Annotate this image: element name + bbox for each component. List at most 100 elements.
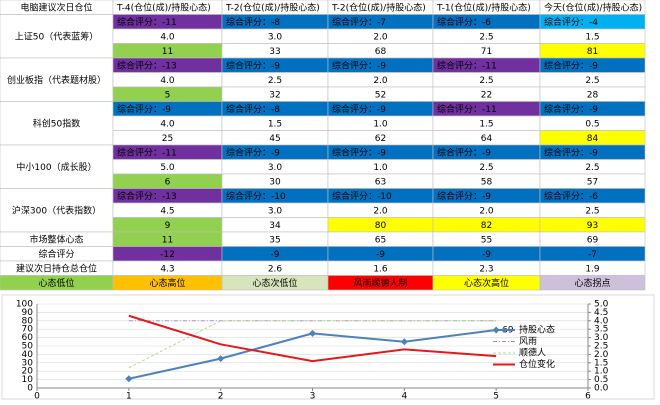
position-cell: 2.5 (585, 76, 599, 86)
mood-cell: 93 (587, 221, 598, 231)
x-tick-label: 0 (34, 392, 40, 402)
mood-cell: 71 (481, 47, 492, 57)
position-cell: 2.5 (585, 163, 599, 173)
cell (0, 57, 114, 102)
score-cell: 综合评分：-9 (437, 146, 491, 158)
point-marker (125, 375, 133, 383)
summary-cell: 35 (269, 235, 280, 245)
point-marker (309, 329, 316, 337)
position-cell: 4.0 (160, 32, 175, 42)
legend-label: 顺德人 (519, 347, 546, 359)
mood-cell: 82 (481, 221, 492, 231)
x-tick-label: 2 (218, 392, 224, 402)
mood-cell: 64 (481, 134, 493, 144)
x-tick-label: 5 (493, 392, 499, 402)
y2-tick-label: 4.5 (594, 308, 608, 318)
y2-tick-label: 0.0 (594, 384, 609, 394)
point-marker (217, 355, 225, 363)
row-label: 上证50（代表蓝筹） (15, 30, 98, 42)
y-tick-label: 50 (22, 342, 34, 352)
y-tick-label: 10 (22, 375, 34, 385)
score-cell: 综合评分：-6 (437, 16, 491, 28)
legend-marker (501, 327, 507, 333)
y-tick-label: 90 (22, 308, 34, 318)
cell (539, 275, 646, 291)
position-cell: 1.5 (585, 32, 599, 42)
summary-cell: 1.9 (585, 264, 600, 274)
row-label: 中小100（成长股） (16, 161, 96, 173)
position-cell: 1.5 (479, 119, 493, 129)
mood-cell: 30 (269, 177, 281, 187)
score-cell: 综合评分：-8 (226, 103, 280, 115)
score-cell: 综合评分：-11 (117, 16, 177, 28)
cell (0, 144, 114, 189)
header-cell: 电脑建议次日仓位 (20, 1, 92, 13)
position-cell: 3.0 (268, 32, 283, 42)
position-cell: 4.0 (160, 119, 175, 129)
summary-cell: 4.3 (160, 264, 174, 274)
row-label: 科创50指数 (33, 117, 80, 129)
header-cell: T-2(仓位(成)/持股心态) (225, 1, 320, 13)
score-cell: 综合评分：-11 (437, 103, 497, 115)
summary-cell: 69 (587, 235, 599, 245)
legend-label: 仓位变化 (519, 358, 555, 370)
y2-tick-label: 3.5 (594, 325, 608, 335)
summary-cell: -9 (482, 250, 491, 260)
header-cell: 今天(仓位(成)/持股心态) (544, 1, 642, 13)
chart-area (1, 294, 655, 400)
footer-cell: 风雨顺德人制 (353, 277, 407, 289)
position-cell: 2.5 (479, 76, 493, 86)
mood-cell: 62 (375, 134, 386, 144)
score-cell: 综合评分：-9 (117, 103, 171, 115)
mood-cell: 34 (269, 221, 281, 231)
mood-cell: 28 (587, 90, 599, 100)
row-label: 建议次日持仓总仓位 (16, 262, 97, 274)
position-cell: 1.5 (268, 119, 282, 129)
score-cell: 综合评分：-7 (332, 16, 386, 28)
y2-tick-label: 4.0 (594, 316, 609, 326)
position-cell: 4.5 (160, 206, 174, 216)
summary-cell: 2.6 (268, 264, 283, 274)
row-label: 沪深300（代表指数） (12, 204, 101, 216)
summary-cell: -9 (271, 250, 280, 260)
header-cell: T-1(仓位(成)/持股心态) (436, 1, 531, 13)
y-tick-label: 20 (22, 367, 34, 377)
score-cell: 综合评分：-9 (332, 103, 386, 115)
footer-cell: 心态次高位 (464, 277, 509, 289)
footer-cell: 心态高位 (149, 277, 185, 289)
mood-cell: 58 (481, 177, 493, 187)
y2-tick-label: 1.5 (594, 358, 608, 368)
y2-tick-label: 5.0 (594, 300, 609, 310)
y2-tick-label: 2.0 (594, 350, 609, 360)
mood-cell: 84 (587, 134, 599, 144)
y-tick-label: 30 (22, 358, 34, 368)
cell (0, 14, 114, 59)
summary-cell: 55 (481, 235, 492, 245)
footer-cell: 心态次低位 (252, 277, 297, 289)
mood-cell: 9 (165, 221, 171, 231)
score-cell: 综合评分：-4 (544, 16, 598, 28)
score-cell: 综合评分：-9 (437, 190, 491, 202)
summary-cell: -12 (160, 250, 175, 260)
y-tick-label: 80 (22, 316, 34, 326)
summary-cell: 2.3 (479, 264, 493, 274)
position-cell: 2.0 (479, 206, 494, 216)
mood-cell: 33 (269, 47, 280, 57)
y2-tick-label: 1.0 (594, 367, 609, 377)
position-cell: 1.0 (373, 163, 388, 173)
score-cell: 综合评分：-6 (544, 190, 598, 202)
header-cell: T-2(仓位(成)/持股心态) (331, 1, 426, 13)
mood-cell: 25 (162, 134, 173, 144)
y-tick-label: 70 (22, 325, 34, 335)
position-cell: 2.5 (479, 32, 493, 42)
position-cell: 2.5 (268, 76, 282, 86)
footer-cell: 心态拐点 (574, 277, 610, 289)
mood-cell: 80 (375, 221, 387, 231)
y2-tick-label: 3.0 (594, 333, 609, 343)
mood-cell: 11 (162, 47, 173, 57)
position-cell: 3.0 (268, 206, 283, 216)
y2-tick-label: 0.5 (594, 375, 608, 385)
header-cell: T-4(仓位(成)/持股心态) (116, 1, 211, 13)
mood-cell: 45 (269, 134, 280, 144)
